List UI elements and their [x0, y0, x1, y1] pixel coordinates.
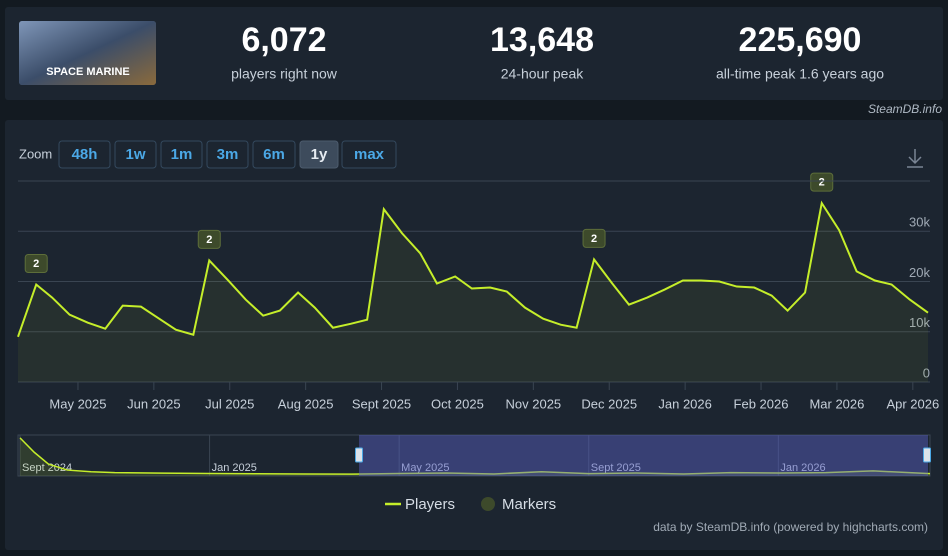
x-tick-label: Dec 2025 [581, 396, 637, 411]
zoom-button-label[interactable]: 6m [263, 146, 285, 163]
x-tick-label: Nov 2025 [506, 396, 562, 411]
x-tick-label: Feb 2026 [734, 396, 789, 411]
marker-flag [24, 254, 48, 274]
zoom-button[interactable] [58, 140, 111, 169]
zoom-button-label[interactable]: 1y [311, 146, 328, 163]
y-tick-label: 30k [909, 215, 930, 230]
zoom-button[interactable] [160, 140, 203, 169]
x-tick-label: Jul 2025 [205, 396, 254, 411]
x-tick-label: Jan 2026 [658, 396, 712, 411]
stat-label: all-time peak 1.6 years ago [716, 66, 884, 82]
navigator-handle[interactable] [923, 447, 931, 463]
source-link[interactable]: SteamDB.info [868, 102, 942, 116]
stat-label: players right now [231, 66, 338, 82]
zoom-button-label[interactable]: max [354, 146, 385, 163]
credit: data by SteamDB.info (powered by highcha… [653, 520, 928, 534]
zoom-button-label[interactable]: 3m [217, 146, 239, 163]
zoom-label: Zoom [19, 146, 52, 161]
navigator-tick-label: Sept 2025 [591, 462, 641, 474]
game-image-shade [19, 21, 156, 85]
zoom-button-label[interactable]: 48h [72, 146, 98, 163]
marker-flag [810, 172, 834, 192]
marker-label: 2 [33, 258, 39, 270]
stat-value: 6,072 [241, 21, 326, 59]
x-tick-label: Mar 2026 [809, 396, 864, 411]
stat-label: 24-hour peak [501, 66, 585, 82]
stat-value: 13,648 [490, 21, 594, 59]
navigator-selection[interactable] [359, 435, 928, 476]
y-tick-label: 20k [909, 265, 930, 280]
legend-marker[interactable] [481, 497, 495, 511]
zoom-button[interactable] [299, 140, 339, 169]
zoom-button-label[interactable]: 1w [125, 146, 145, 163]
marker-label: 2 [206, 234, 212, 246]
marker-label: 2 [819, 177, 825, 189]
navigator-tick-label: Sept 2024 [22, 462, 72, 474]
zoom-button[interactable] [252, 140, 296, 169]
zoom-button-label[interactable]: 1m [171, 146, 193, 163]
plot: 0 10k 20k 30k May 2025 Jun 2025 Jul 2025 Aug 20… [17, 172, 939, 411]
x-tick-label: May 2025 [49, 396, 106, 411]
zoom-button[interactable] [114, 140, 157, 169]
marker-flag [197, 229, 221, 249]
x-tick-label: Jun 2025 [127, 396, 181, 411]
series-line [17, 200, 929, 338]
navigator-tick-label: Jan 2026 [780, 462, 825, 474]
x-tick-label: Apr 2026 [886, 396, 939, 411]
zoom-buttons: 48h 1w 1m 3m 6m 1y max [58, 140, 397, 169]
y-tick-label: 10k [909, 315, 930, 330]
stat-value: 225,690 [739, 21, 862, 59]
zoom-button[interactable] [206, 140, 249, 169]
legend-label[interactable]: Markers [502, 496, 556, 513]
stats-panel [5, 7, 943, 100]
navigator-tick-label: Jan 2025 [212, 462, 257, 474]
download-icon[interactable] [907, 149, 923, 168]
marker-label: 2 [591, 233, 597, 245]
x-tick-label: Aug 2025 [278, 396, 334, 411]
x-tick-label: Sept 2025 [352, 396, 411, 411]
navigator: Sept 2024 Jan 2025 May 2025 Sept 2025 Jan 20… [17, 434, 931, 477]
series-area [18, 203, 928, 382]
navigator-handle[interactable] [355, 447, 363, 463]
marker-flag [582, 228, 606, 248]
navigator-line [19, 437, 931, 475]
game-logo: SPACE MARINE [46, 66, 130, 78]
navigator-tick-label: May 2025 [401, 462, 449, 474]
zoom-button[interactable] [341, 140, 397, 169]
legend-label[interactable]: Players [405, 496, 455, 513]
y-tick-label: 0 [923, 365, 930, 380]
x-tick-label: Oct 2025 [431, 396, 484, 411]
